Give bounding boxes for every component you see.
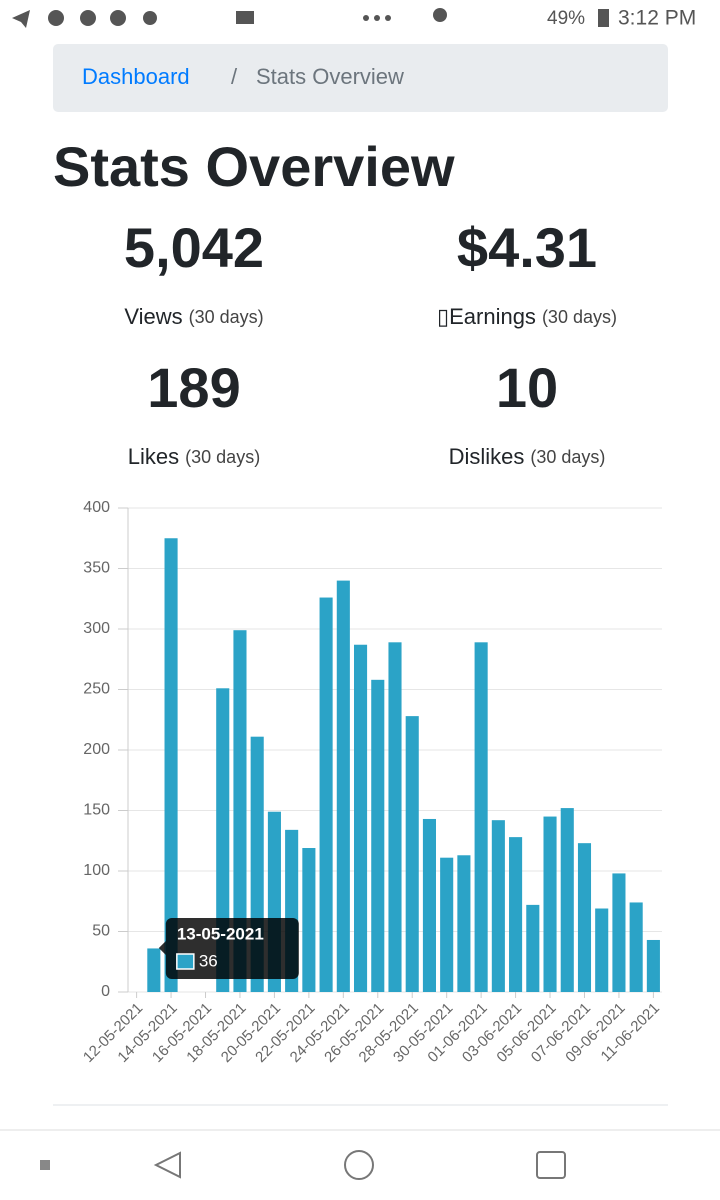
tooltip-value: 36: [199, 951, 218, 970]
stat-value: $4.31: [457, 216, 597, 279]
page-title: Stats Overview: [53, 135, 455, 198]
bar: [371, 679, 385, 992]
stat-label-period: (30 days): [189, 307, 264, 327]
stat-value: 5,042: [124, 216, 264, 279]
y-tick-label: 350: [83, 560, 110, 577]
bar: [560, 808, 574, 992]
tooltip-pointer: [158, 941, 166, 955]
stat-label-name: Views: [124, 304, 182, 329]
bar: [405, 716, 419, 992]
bar: [612, 873, 626, 992]
y-tick-label: 0: [101, 983, 110, 1000]
stat-label: ▯Earnings (30 days): [437, 304, 617, 329]
breadcrumb-separator: /: [231, 64, 238, 89]
stat-label-period: (30 days): [185, 447, 260, 467]
stats: 5,042 Views (30 days) $4.31 ▯Earnings (30 day…: [124, 216, 617, 469]
bar: [233, 630, 247, 992]
stat-label-period: (30 days): [530, 447, 605, 467]
bar: [354, 644, 368, 992]
stat-value: 10: [496, 356, 558, 419]
stat-value: 189: [147, 356, 240, 419]
breadcrumb: [53, 44, 668, 112]
stat-label-name: Dislikes: [449, 444, 525, 469]
breadcrumb-current: Stats Overview: [256, 64, 404, 89]
bar: [543, 816, 557, 992]
bar: [577, 843, 592, 992]
breadcrumb-link[interactable]: Dashboard: [82, 64, 190, 89]
bar: [422, 818, 436, 992]
y-tick-label: 150: [83, 802, 110, 819]
tooltip: [165, 918, 299, 979]
y-tick-label: 300: [83, 620, 110, 637]
clock: 3:12 PM: [618, 7, 696, 30]
stat-label-name: Likes: [128, 444, 179, 469]
y-tick-label: 250: [83, 681, 110, 698]
stat-label: Views (30 days): [124, 304, 263, 329]
y-tick-label: 50: [92, 923, 110, 940]
nav-home[interactable]: [344, 1150, 374, 1180]
bar: [319, 597, 333, 992]
bar: [491, 820, 505, 992]
bar: [526, 904, 540, 992]
battery-text: 49%: [547, 8, 585, 29]
bar: [509, 837, 523, 992]
bar: [646, 939, 660, 992]
stat-label-period: (30 days): [542, 307, 617, 327]
nav-recent[interactable]: [536, 1151, 566, 1179]
bar: [302, 848, 316, 992]
tooltip-swatch: [176, 953, 195, 970]
bar: [629, 902, 643, 992]
y-tick-label: 100: [83, 862, 110, 879]
stat-label-name: ▯Earnings: [437, 304, 536, 329]
chart: 05010015020025030035040012-05-202114-05-…: [80, 499, 663, 1066]
bar: [336, 580, 350, 992]
bar: [595, 908, 609, 992]
bar: [216, 688, 230, 992]
stat-label: Likes (30 days): [128, 444, 260, 469]
nav-back[interactable]: [153, 1151, 181, 1179]
bar: [474, 642, 488, 992]
bar: [164, 538, 178, 992]
y-tick-label: 400: [83, 499, 110, 516]
y-tick-label: 200: [83, 741, 110, 758]
bar: [388, 642, 402, 992]
status-icons: [12, 8, 609, 28]
stat-label: Dislikes (30 days): [449, 444, 606, 469]
status-bar: [0, 0, 720, 36]
bar: [440, 857, 454, 992]
tooltip-title: 13-05-2021: [177, 924, 264, 943]
nav-menu[interactable]: [40, 1160, 50, 1170]
bar: [147, 948, 161, 992]
bar: [457, 855, 471, 992]
